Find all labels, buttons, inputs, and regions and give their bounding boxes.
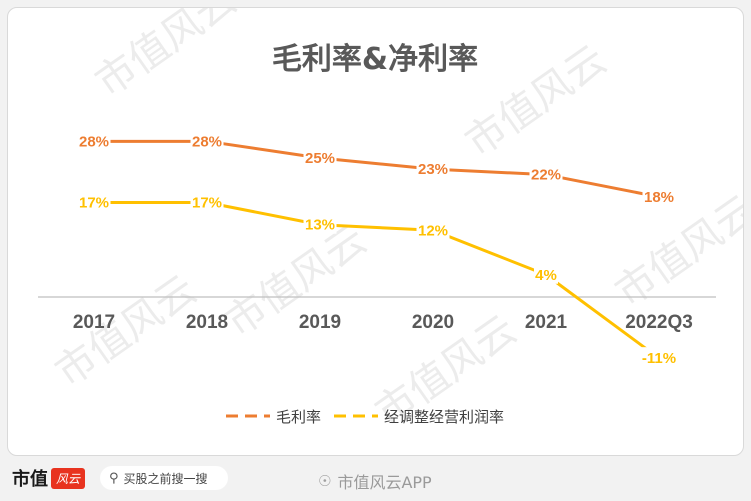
legend-label: 经调整经营利润率 <box>384 408 504 426</box>
data-label: -11% <box>642 350 676 367</box>
legend-label: 毛利率 <box>276 408 321 426</box>
watermark-text: 市值风云 <box>47 267 204 396</box>
data-label: 4% <box>535 267 557 284</box>
data-label: 22% <box>531 167 561 184</box>
data-label: 28% <box>79 133 109 150</box>
series-line-2 <box>94 200 660 360</box>
search-placeholder: 买股之前搜一搜 <box>123 471 208 486</box>
search-box[interactable]: ⚲ 买股之前搜一搜 <box>100 466 228 490</box>
chart-card: 市值风云 市值风云 市值风云 市值风云 市值风云 市值风云 毛利率&净利率 2017 201… <box>7 7 744 456</box>
weibo-icon: ☉ <box>318 472 332 490</box>
weibo-watermark: ☉ 市值风云APP <box>318 469 432 493</box>
chart-title: 毛利率&净利率 <box>272 42 478 77</box>
data-label-bg <box>638 347 680 368</box>
data-label: 13% <box>305 217 335 234</box>
data-label: 25% <box>305 150 335 167</box>
data-label: 28% <box>192 133 222 150</box>
x-tick-label: 2019 <box>299 312 341 333</box>
data-label: 12% <box>418 222 448 239</box>
x-tick-label: 2017 <box>73 312 115 333</box>
data-label: 17% <box>79 194 109 211</box>
footer-bar: 市值 风云 ⚲ 买股之前搜一搜 ☉ 市值风云APP <box>0 457 751 501</box>
data-label-bg <box>77 191 111 212</box>
data-label: 23% <box>418 161 448 178</box>
data-label-bg <box>416 219 450 240</box>
data-label-bg <box>303 147 337 167</box>
watermark-text: 市值风云 <box>457 37 614 166</box>
data-label-bg <box>190 130 224 151</box>
x-tick-label: 2022Q3 <box>625 312 693 333</box>
brand[interactable]: 市值 风云 <box>12 465 86 491</box>
data-label-bg <box>416 158 450 179</box>
x-tick-label: 2020 <box>412 312 454 333</box>
brand-name: 市值 <box>12 469 48 490</box>
data-label-bg <box>642 185 676 206</box>
series-line-1 <box>94 139 660 199</box>
data-label-bg <box>303 213 337 234</box>
data-label: 17% <box>192 194 222 211</box>
data-label: 18% <box>644 189 674 206</box>
weibo-watermark-text: 市值风云APP <box>337 473 432 492</box>
x-tick-label: 2021 <box>525 312 568 333</box>
data-label-bg <box>534 263 558 284</box>
data-label-bg <box>529 163 563 184</box>
brand-logo: 风云 <box>51 467 86 489</box>
data-label-bg <box>77 130 111 151</box>
watermark-text: 市值风云 <box>217 217 374 346</box>
search-icon: ⚲ <box>109 470 119 486</box>
x-tick-label: 2018 <box>186 312 228 333</box>
watermark-text: 市值风云 <box>87 8 244 106</box>
data-label-bg <box>190 191 224 212</box>
legend: 毛利率 经调整经营利润率 <box>226 408 504 426</box>
